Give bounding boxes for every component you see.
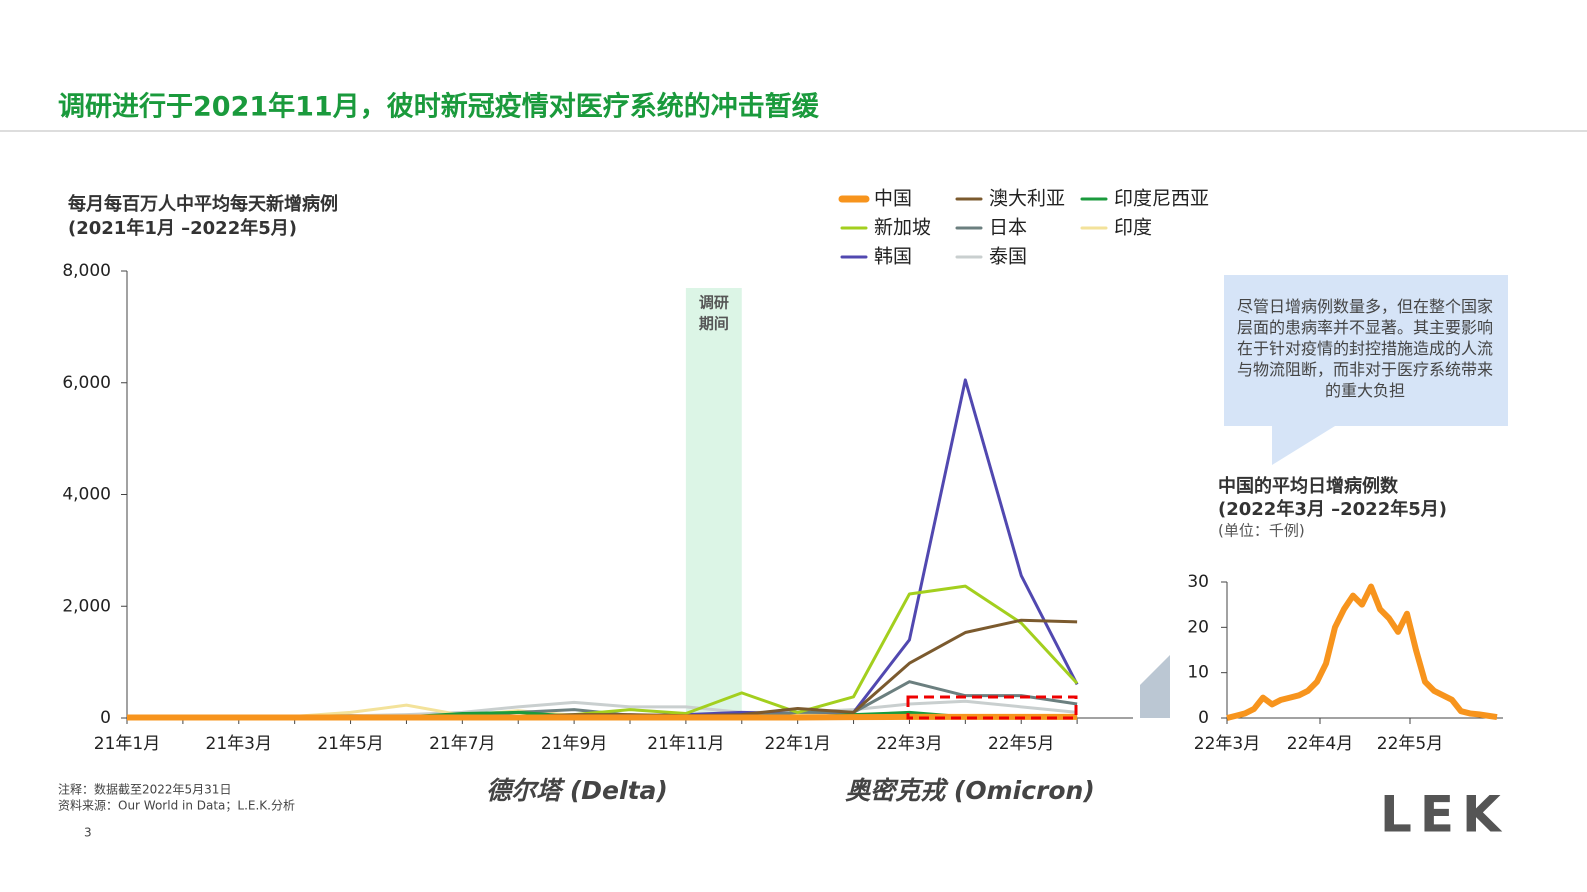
logo: LEK — [1380, 786, 1509, 844]
legend-label: 澳大利亚 — [989, 188, 1065, 210]
callout-text: 尽管日增病例数量多，但在整个国家层面的患病率并不显著。其主要影响在于针对疫情的封… — [1236, 297, 1493, 400]
x-tick-label: 21年7月 — [429, 734, 495, 754]
inset-title: 中国的平均日增病例数 — [1218, 475, 1399, 497]
survey-period — [685, 288, 742, 718]
legend-label: 印度尼西亚 — [1114, 188, 1209, 210]
legend-label: 印度 — [1114, 217, 1152, 239]
x-tick-label: 22年5月 — [988, 734, 1054, 754]
x-tick-label: 22年3月 — [876, 734, 942, 754]
x-tick-label: 21年11月 — [647, 734, 724, 754]
y-tick-label: 20 — [1187, 617, 1209, 637]
chart-subtitle: (2021年1月 –2022年5月) — [68, 217, 297, 239]
y-tick-label: 6,000 — [62, 373, 111, 393]
x-tick-label: 21年5月 — [317, 734, 383, 754]
phase-label: 奥密克戎 (Omicron) — [845, 776, 1095, 805]
page-number: 3 — [84, 826, 92, 840]
legend-label: 泰国 — [989, 246, 1027, 268]
y-tick-label: 30 — [1187, 572, 1209, 592]
source: 资料来源：Our World in Data；L.E.K.分析 — [58, 799, 295, 813]
series-line — [1226, 583, 1498, 721]
y-tick-label: 10 — [1187, 663, 1209, 683]
zoom-connector — [1140, 655, 1170, 718]
inset-subtitle: (2022年3月 –2022年5月) — [1218, 498, 1447, 520]
x-tick-label: 21年9月 — [541, 734, 607, 754]
callout-box — [1224, 275, 1508, 465]
chart-title: 每月每百万人中平均每天新增病例 — [68, 193, 338, 215]
x-tick-label: 22年1月 — [764, 734, 830, 754]
y-tick-label: 0 — [1198, 708, 1209, 728]
y-tick-label: 8,000 — [62, 261, 111, 281]
survey-period-label: 调研 — [699, 294, 729, 312]
y-tick-label: 0 — [100, 708, 111, 728]
legend-label: 新加坡 — [874, 217, 931, 239]
slide-title: 调研进行于2021年11月，彼时新冠疫情对医疗系统的冲击暂缓 — [58, 91, 820, 123]
x-tick-label: 22年3月 — [1194, 734, 1260, 754]
x-tick-label: 22年5月 — [1377, 734, 1443, 754]
phase-label: 德尔塔 (Delta) — [486, 776, 668, 805]
x-tick-label: 21年1月 — [94, 734, 160, 754]
legend-label: 日本 — [989, 217, 1027, 239]
y-tick-label: 2,000 — [62, 596, 111, 616]
survey-period-label: 期间 — [699, 315, 729, 333]
legend-label: 韩国 — [874, 246, 912, 268]
legend-label: 中国 — [874, 188, 912, 210]
highlight-box — [906, 695, 1078, 720]
y-tick-label: 4,000 — [62, 485, 111, 505]
footnote: 注释：数据截至2022年5月31日 — [58, 782, 231, 797]
inset-unit: (单位：千例) — [1218, 522, 1305, 540]
x-tick-label: 22年4月 — [1287, 734, 1353, 754]
series-line — [127, 713, 1078, 721]
series-line — [127, 378, 1079, 719]
series-line — [127, 584, 1079, 720]
x-tick-label: 21年3月 — [206, 734, 272, 754]
